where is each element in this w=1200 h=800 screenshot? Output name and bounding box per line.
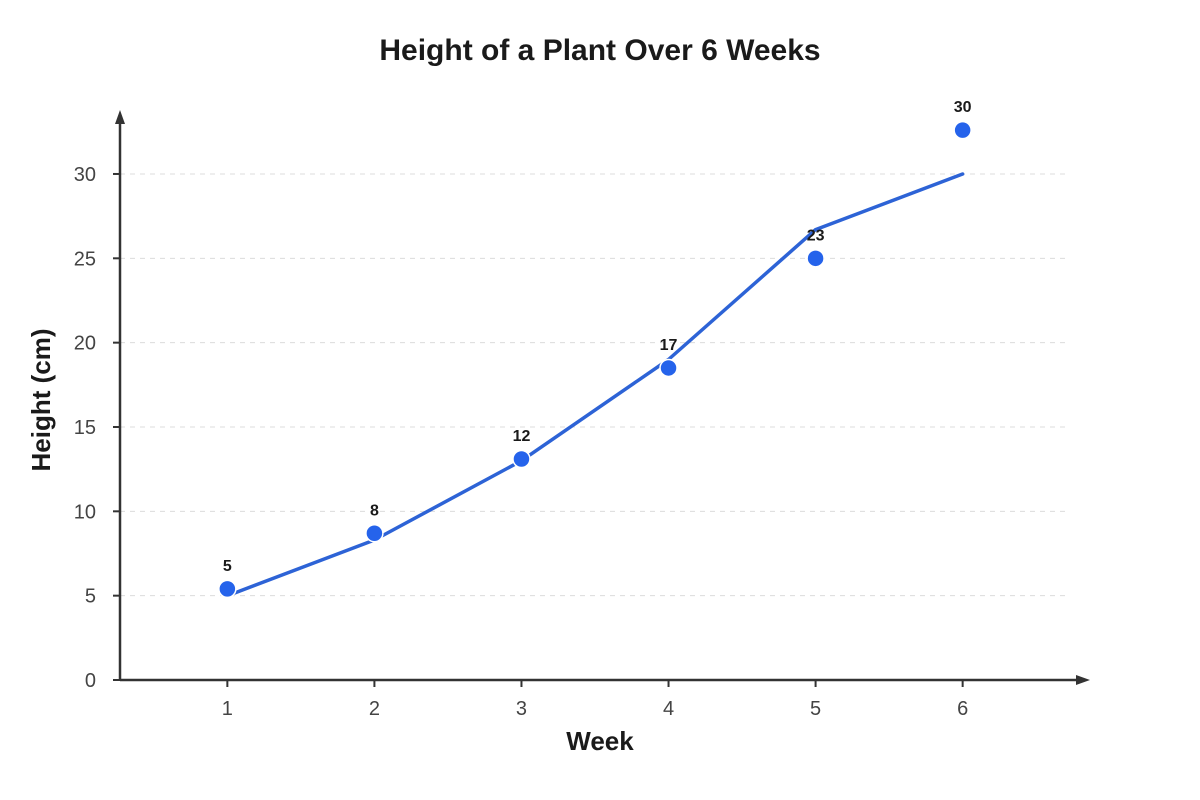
- data-label: 8: [370, 502, 379, 519]
- chart-title: Height of a Plant Over 6 Weeks: [379, 34, 820, 67]
- data-point: [659, 358, 678, 378]
- y-tick-label: 0: [85, 670, 96, 692]
- y-tick-label: 5: [85, 586, 96, 608]
- y-tick-label: 10: [74, 501, 96, 523]
- x-tick-label: 6: [957, 698, 968, 720]
- x-tick-label: 2: [369, 698, 380, 720]
- data-point: [806, 249, 825, 268]
- data-label: 12: [513, 428, 531, 445]
- y-tick-label: 25: [74, 248, 96, 270]
- y-tick-label: 20: [74, 333, 96, 355]
- data-point: [512, 449, 531, 469]
- data-label: 30: [954, 99, 972, 116]
- x-tick-label: 1: [222, 698, 233, 720]
- data-label: 5: [223, 558, 232, 575]
- data-label: 23: [807, 227, 825, 244]
- y-tick-label: 30: [74, 164, 96, 186]
- data-label: 17: [660, 337, 678, 354]
- x-axis-arrow: [1076, 675, 1090, 685]
- y-axis-arrow: [115, 110, 125, 124]
- data-point: [365, 524, 384, 543]
- data-point: [218, 579, 237, 599]
- y-ticks: 0 5 10 15 20 25 30: [74, 164, 120, 692]
- grid: [120, 173, 1070, 597]
- x-tick-label: 5: [810, 698, 821, 720]
- x-axis-label: Week: [566, 726, 634, 756]
- data-point: [953, 120, 972, 140]
- x-ticks: 1 2 3 4 5 6: [222, 680, 968, 720]
- axes: [115, 110, 1090, 685]
- series-line: [225, 172, 965, 598]
- x-tick-label: 3: [516, 698, 527, 720]
- points-group: [218, 120, 972, 599]
- x-tick-label: 4: [663, 698, 674, 720]
- y-axis-label: Height (cm): [26, 329, 56, 472]
- y-tick-label: 15: [74, 417, 96, 439]
- series-line-group: [225, 172, 965, 598]
- data-labels-group: 5 8 12 17 23 30: [223, 99, 972, 575]
